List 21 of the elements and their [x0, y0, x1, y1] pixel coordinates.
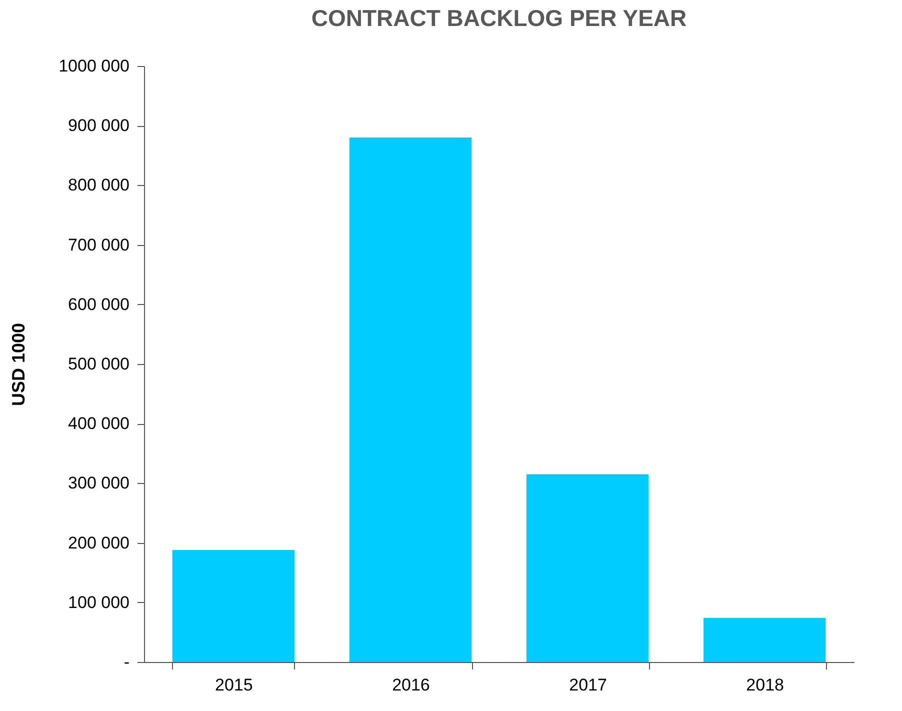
y-tick-label: 500 000 [68, 354, 130, 374]
bar [172, 550, 294, 662]
bar [704, 618, 826, 662]
y-axis-title: USD 1000 [8, 322, 29, 406]
x-tick-label: 2015 [215, 676, 253, 694]
chart-title: CONTRACT BACKLOG PER YEAR [311, 5, 688, 31]
bar [349, 138, 472, 662]
y-tick-label: - [124, 652, 130, 672]
y-tick-label: 200 000 [68, 533, 130, 552]
x-tick-label: 2017 [569, 676, 607, 694]
y-tick-label: 300 000 [68, 474, 130, 493]
y-tick-label: 900 000 [68, 116, 130, 136]
bar [526, 474, 649, 662]
y-tick-label: 100 000 [68, 592, 130, 612]
y-tick-label: 1000 000 [58, 56, 130, 76]
y-tick-label: 800 000 [68, 176, 130, 195]
x-tick-label: 2018 [746, 676, 784, 694]
x-tick-label: 2016 [392, 676, 430, 694]
y-tick-label: 600 000 [68, 294, 130, 314]
y-tick-label: 700 000 [68, 235, 130, 254]
y-tick-label: 400 000 [68, 414, 130, 434]
